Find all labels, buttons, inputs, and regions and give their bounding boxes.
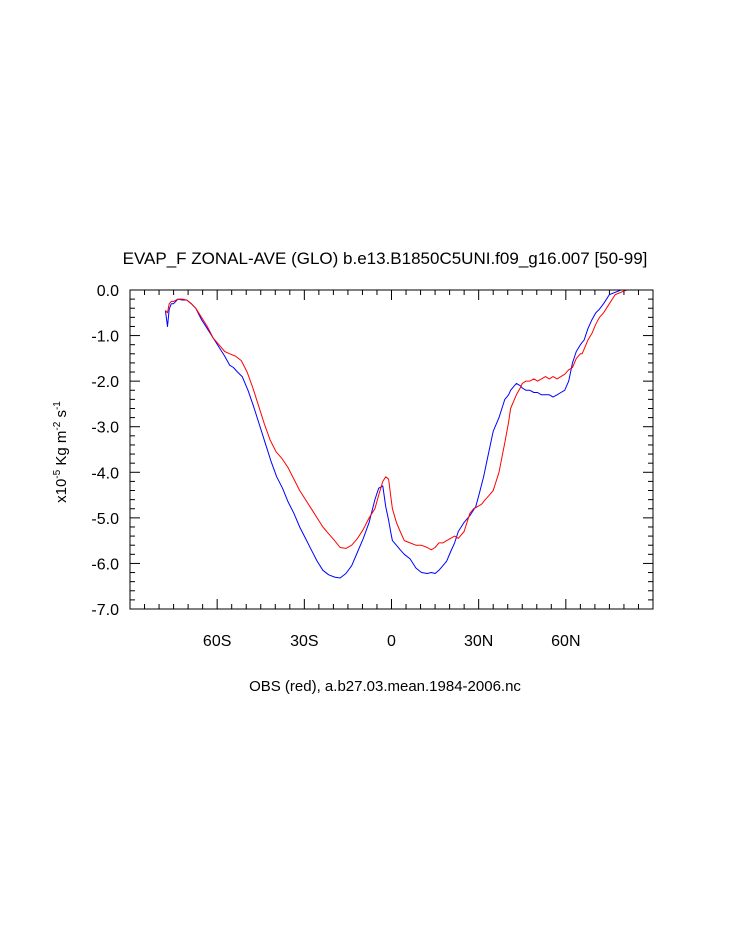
x-tick-label: 60S <box>203 633 231 650</box>
y-axis-label: x10-5 Kg m-2 s-1 <box>52 401 70 503</box>
x-tick-label: 0 <box>387 633 396 650</box>
y-tick-label: -4.0 <box>91 465 119 482</box>
y-tick-label: 0.0 <box>97 283 119 300</box>
y-tick-label: -2.0 <box>91 374 119 391</box>
series-line-blue <box>164 289 651 579</box>
y-tick-label: -7.0 <box>91 602 119 619</box>
y-tick-label: -6.0 <box>91 556 119 573</box>
x-axis-label: OBS (red), a.b27.03.mean.1984-2006.nc <box>249 678 521 695</box>
y-tick-label: -3.0 <box>91 420 119 437</box>
plot-frame <box>129 289 654 610</box>
series-line-red <box>165 289 651 551</box>
x-tick-label: 30S <box>290 633 318 650</box>
chart-title: EVAP_F ZONAL-AVE (GLO) b.e13.B1850C5UNI.… <box>123 249 648 268</box>
axis-ticks: 60S 30S 0 30N 60N 0.0 -1.0 -2.0 -3.0 -4.0 -5.0 -6.0… <box>91 283 653 650</box>
x-tick-label: 30N <box>464 633 493 650</box>
series-layer <box>164 289 651 579</box>
y-tick-label: -5.0 <box>91 511 119 528</box>
svg-text:x10-5 Kg m-2 s-1: x10-5 Kg m-2 s-1 <box>52 401 70 503</box>
y-tick-label: -1.0 <box>91 329 119 346</box>
x-tick-label: 60N <box>551 633 580 650</box>
